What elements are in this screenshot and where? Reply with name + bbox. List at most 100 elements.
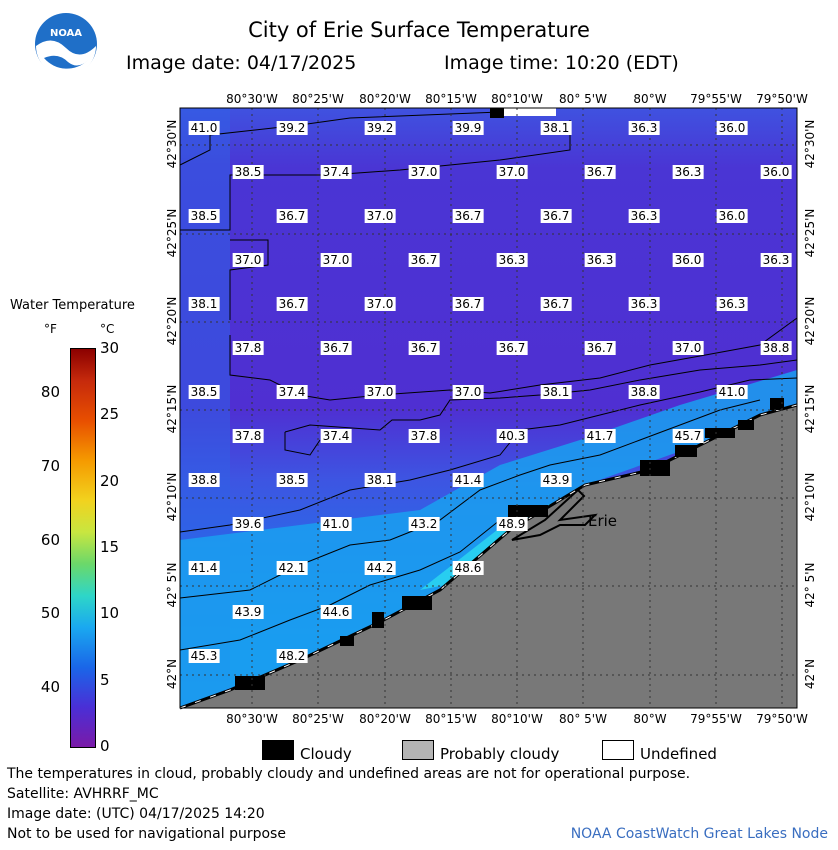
- lat-label: 42°25'N: [165, 208, 179, 258]
- lon-label: 80°20'W: [359, 92, 411, 106]
- temperature-value: 38.8: [760, 341, 792, 355]
- lon-label: 80°15'W: [425, 92, 477, 106]
- cloudy-swatch: [262, 740, 294, 760]
- lat-label: 42°20'N: [165, 296, 179, 346]
- celsius-tick: 10: [100, 604, 120, 623]
- temperature-value: 38.1: [540, 385, 572, 399]
- temperature-value: 39.2: [364, 121, 396, 135]
- temperature-value: 38.5: [232, 165, 264, 179]
- cloud-pixels: [235, 108, 784, 690]
- temperature-value: 41.0: [320, 517, 352, 531]
- city-label: Erie: [588, 512, 618, 530]
- lon-label: 80°20'W: [359, 712, 411, 726]
- undefined-swatch: [602, 740, 634, 760]
- celsius-tick: 0: [100, 737, 110, 755]
- temperature-value: 43.9: [232, 605, 264, 619]
- lat-label: 42°15'N: [803, 384, 817, 434]
- temperature-value: 37.0: [364, 297, 396, 311]
- undefined-area: [504, 108, 556, 116]
- temperature-value: 42.1: [276, 561, 308, 575]
- page-title: City of Erie Surface Temperature: [248, 18, 590, 42]
- temperature-value: 37.0: [232, 253, 264, 267]
- temperature-value: 38.5: [276, 473, 308, 487]
- temperature-value: 36.3: [584, 253, 616, 267]
- temperature-value: 43.9: [540, 473, 572, 487]
- land-area: [180, 405, 797, 708]
- temperature-value: 36.3: [760, 253, 792, 267]
- celsius-tick: 25: [100, 405, 120, 424]
- temperature-value: 39.2: [276, 121, 308, 135]
- lon-label: 80°25'W: [292, 92, 344, 106]
- fahrenheit-tick: 40: [40, 678, 60, 697]
- temperature-value: 37.8: [232, 429, 264, 443]
- unit-fahrenheit: °F: [44, 322, 57, 336]
- temperature-value: 36.7: [540, 297, 572, 311]
- temperature-value: 43.2: [408, 517, 440, 531]
- lat-label: 42°25'N: [803, 208, 817, 258]
- temperature-value: 36.0: [716, 121, 748, 135]
- image-date: Image date: 04/17/2025: [126, 52, 357, 74]
- temperature-value: 38.8: [628, 385, 660, 399]
- temperature-value: 37.4: [320, 165, 352, 179]
- lon-label: 80° 5'W: [559, 712, 607, 726]
- logo-text: NOAA: [50, 28, 82, 39]
- temperature-value: 48.9: [496, 517, 528, 531]
- lat-label: 42°20'N: [803, 296, 817, 346]
- celsius-tick: 30: [100, 339, 120, 357]
- temperature-value: 36.0: [760, 165, 792, 179]
- noaa-logo: NOAA: [34, 12, 98, 76]
- lon-label: 79°55'W: [690, 92, 742, 106]
- temperature-value: 48.6: [452, 561, 484, 575]
- undefined-label: Undefined: [640, 745, 717, 763]
- lat-label: 42°N: [165, 658, 179, 690]
- credit-link[interactable]: NOAA CoastWatch Great Lakes Node: [570, 826, 828, 842]
- temperature-value: 36.0: [672, 253, 704, 267]
- map-frame: [179, 107, 798, 709]
- temperature-value: 36.0: [716, 209, 748, 223]
- probably-cloudy-label: Probably cloudy: [440, 745, 560, 763]
- utc-date-text: Image date: (UTC) 04/17/2025 14:20: [7, 806, 265, 822]
- cloudy-label: Cloudy: [300, 745, 352, 763]
- temperature-value: 36.7: [276, 297, 308, 311]
- temperature-value: 36.7: [584, 165, 616, 179]
- lon-label: 80°10'W: [491, 92, 543, 106]
- temperature-value: 38.5: [188, 385, 220, 399]
- lat-label: 42°10'N: [803, 472, 817, 522]
- temperature-value: 44.6: [320, 605, 352, 619]
- temperature-value: 37.8: [408, 429, 440, 443]
- probably-cloudy-swatch: [402, 740, 434, 760]
- presque-isle: [511, 488, 598, 541]
- lat-label: 42° 5'N: [803, 562, 817, 608]
- temperature-value: 37.4: [320, 429, 352, 443]
- temperature-value: 37.0: [320, 253, 352, 267]
- image-time: Image time: 10:20 (EDT): [444, 52, 679, 74]
- celsius-tick: 5: [100, 670, 110, 689]
- lon-label: 80°W: [633, 712, 667, 726]
- temperature-value: 36.3: [628, 209, 660, 223]
- unit-celsius: °C: [100, 322, 115, 336]
- lat-label: 42° 5'N: [165, 562, 179, 608]
- temperature-value: 41.0: [716, 385, 748, 399]
- temperature-value: 45.7: [672, 429, 704, 443]
- temperature-value: 37.0: [408, 165, 440, 179]
- lat-label: 42°15'N: [165, 384, 179, 434]
- lat-label: 42°30'N: [803, 119, 817, 169]
- temperature-value: 37.0: [496, 165, 528, 179]
- disclaimer-text: The temperatures in cloud, probably clou…: [7, 766, 691, 782]
- temperature-value: 36.7: [540, 209, 572, 223]
- temperature-value: 36.7: [320, 341, 352, 355]
- temperature-value: 38.8: [188, 473, 220, 487]
- celsius-tick: 20: [100, 471, 120, 490]
- temperature-value: 37.0: [672, 341, 704, 355]
- temperature-value: 36.7: [584, 341, 616, 355]
- temperature-value: 37.0: [452, 385, 484, 399]
- temperature-value: 36.7: [452, 297, 484, 311]
- fahrenheit-tick: 60: [40, 530, 60, 549]
- temperature-value: 37.0: [364, 209, 396, 223]
- temperature-value: 39.6: [232, 517, 264, 531]
- temperature-value: 37.8: [232, 341, 264, 355]
- temperature-value: 38.1: [188, 297, 220, 311]
- fahrenheit-tick: 50: [40, 604, 60, 623]
- lon-label: 80°15'W: [425, 712, 477, 726]
- temperature-value: 36.7: [496, 341, 528, 355]
